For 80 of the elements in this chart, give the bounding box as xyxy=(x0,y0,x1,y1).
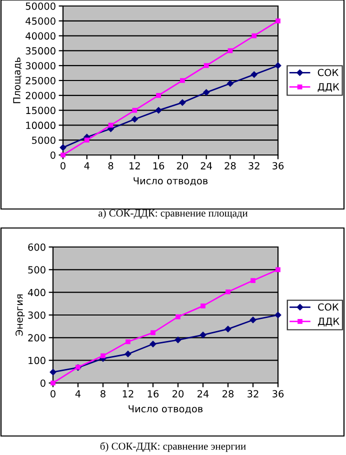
y-tick-label: 40000 xyxy=(26,32,56,40)
x-tick-label: 20 xyxy=(172,390,184,398)
point xyxy=(50,368,56,376)
x-axis-title: Число отводов xyxy=(128,405,203,414)
point xyxy=(156,92,161,98)
x-tick-label: 16 xyxy=(148,390,159,398)
y-tick-label: 50000 xyxy=(26,2,56,10)
x-tick-label: 16 xyxy=(153,162,164,170)
y-tick-label: 20000 xyxy=(26,92,56,100)
y-tick-label: 600 xyxy=(28,243,46,251)
point xyxy=(250,278,256,283)
x-tick-label: 12 xyxy=(130,162,140,170)
point xyxy=(204,63,209,68)
point xyxy=(200,332,206,338)
point xyxy=(274,62,282,69)
point xyxy=(200,304,206,308)
text: б) СОК-ДДК: сравнение энергии xyxy=(100,442,246,452)
point xyxy=(274,312,282,318)
point xyxy=(252,33,257,38)
point xyxy=(108,122,114,128)
x-axis-title: Число отводов xyxy=(134,177,208,186)
point xyxy=(250,316,256,324)
y-tick-label: 35000 xyxy=(26,47,56,55)
point xyxy=(155,107,162,114)
point xyxy=(174,336,182,344)
point xyxy=(132,116,138,122)
x-tick-label: 32 xyxy=(248,390,258,398)
x-tick-label: 36 xyxy=(272,390,284,398)
point xyxy=(228,48,233,54)
y-tick-label: 100 xyxy=(28,356,46,364)
legend-label: СОК xyxy=(318,68,338,76)
x-tick-label: 24 xyxy=(198,390,209,398)
x-tick-label: 28 xyxy=(224,162,236,170)
point xyxy=(276,267,280,272)
point xyxy=(227,80,234,87)
y-tick-label: 400 xyxy=(28,288,46,296)
point xyxy=(180,78,185,83)
x-tick-label: 8 xyxy=(108,162,114,170)
x-tick-label: 36 xyxy=(272,162,284,170)
point xyxy=(132,108,138,113)
point xyxy=(203,89,210,96)
point xyxy=(124,350,132,358)
point xyxy=(226,289,230,294)
y-tick-label: 5000 xyxy=(32,136,56,144)
point xyxy=(60,144,66,151)
x-tick-label: 0 xyxy=(60,162,66,170)
x-tick-label: 28 xyxy=(222,390,234,398)
point xyxy=(176,314,180,320)
point xyxy=(179,99,186,106)
y-tick-label: 500 xyxy=(28,266,46,274)
y-tick-label: 15000 xyxy=(26,106,56,114)
x-tick-label: 32 xyxy=(248,162,260,170)
x-tick-label: 8 xyxy=(100,390,106,398)
y-tick-label: 10000 xyxy=(26,122,56,130)
y-tick-label: 30000 xyxy=(26,62,56,70)
point xyxy=(126,339,130,344)
y-tick-label: 0 xyxy=(50,151,56,159)
point xyxy=(150,330,156,336)
x-tick-label: 4 xyxy=(84,162,90,170)
text: а) СОК-ДДК: сравнение площади xyxy=(98,209,248,219)
point xyxy=(150,340,156,348)
point xyxy=(224,326,232,332)
y-axis-title: Энергия xyxy=(15,294,25,336)
y-tick-label: 45000 xyxy=(26,17,56,25)
y-tick-label: 300 xyxy=(28,311,46,319)
y-tick-label: 25000 xyxy=(26,76,56,84)
point xyxy=(250,71,258,78)
x-tick-label: 20 xyxy=(176,162,188,170)
y-tick-label: 0 xyxy=(40,379,46,387)
point xyxy=(100,353,106,358)
legend-label: СОК xyxy=(318,303,339,311)
x-tick-label: 24 xyxy=(200,162,212,170)
y-axis-title: Площадь xyxy=(13,58,22,104)
point xyxy=(84,138,90,143)
x-tick-label: 12 xyxy=(122,390,134,398)
legend-label: ДДК xyxy=(318,318,340,326)
x-tick-label: 4 xyxy=(75,390,81,398)
point xyxy=(276,18,280,24)
legend-label: ДДК xyxy=(318,83,340,92)
y-tick-label: 200 xyxy=(28,334,46,342)
